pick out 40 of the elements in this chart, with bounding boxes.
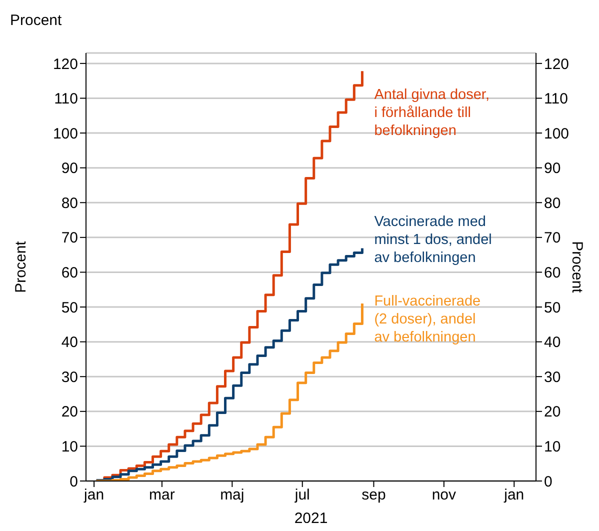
y2-tick-label: 30: [544, 368, 561, 386]
y2-tick-label: 110: [544, 90, 568, 108]
y-tick-label: 100: [52, 125, 78, 142]
y2-tick-label: 60: [544, 264, 561, 282]
y2-tick-label: 0: [544, 473, 552, 490]
y2-tick-label: 100: [544, 125, 570, 142]
x-tick-label: jul: [294, 486, 310, 504]
y2-tick-label: 10: [544, 438, 561, 456]
y-tick-label: 10: [61, 438, 78, 456]
chart-title: Procent: [10, 12, 62, 29]
series-label: Vaccinerade med minst 1 dos, andel av befolkningen: [374, 214, 492, 266]
x-axis-title: 2021: [294, 510, 328, 527]
y-tick-label: 120: [52, 56, 78, 73]
x-tick-label: maj: [220, 486, 244, 504]
y2-tick-label: 90: [544, 160, 561, 178]
x-tick-label: nov: [432, 486, 457, 504]
x-tick-label: jan: [503, 486, 524, 504]
y2-tick-label: 80: [544, 194, 561, 212]
y2-tick-label: 70: [544, 230, 561, 247]
y2-tick-label: 120: [544, 56, 570, 73]
y-tick-label: 60: [61, 264, 78, 282]
series-label: Full-vaccinerade (2 doser), andel av befolkningen: [374, 294, 481, 346]
series-label: Antal givna doser, i förhållande till befolkningen: [374, 87, 490, 140]
y2-tick-label: 20: [544, 404, 561, 421]
y-tick-label: 110: [54, 90, 78, 108]
y2-axis-title: Procent: [568, 241, 586, 294]
x-tick-label: mar: [149, 486, 175, 504]
y2-tick-label: 50: [544, 299, 561, 316]
y-tick-label: 70: [61, 230, 78, 247]
y-tick-label: 30: [61, 368, 78, 386]
y-tick-label: 0: [70, 473, 78, 490]
y2-tick-label: 40: [544, 334, 561, 352]
x-tick-label: sep: [362, 486, 386, 504]
y-tick-label: 50: [61, 299, 78, 316]
y-tick-label: 40: [61, 334, 78, 352]
y-tick-label: 20: [61, 404, 78, 421]
y-axis-title: Procent: [12, 240, 30, 293]
x-tick-label: jan: [83, 486, 104, 504]
y-tick-label: 80: [61, 194, 78, 212]
y-tick-label: 90: [61, 160, 78, 178]
